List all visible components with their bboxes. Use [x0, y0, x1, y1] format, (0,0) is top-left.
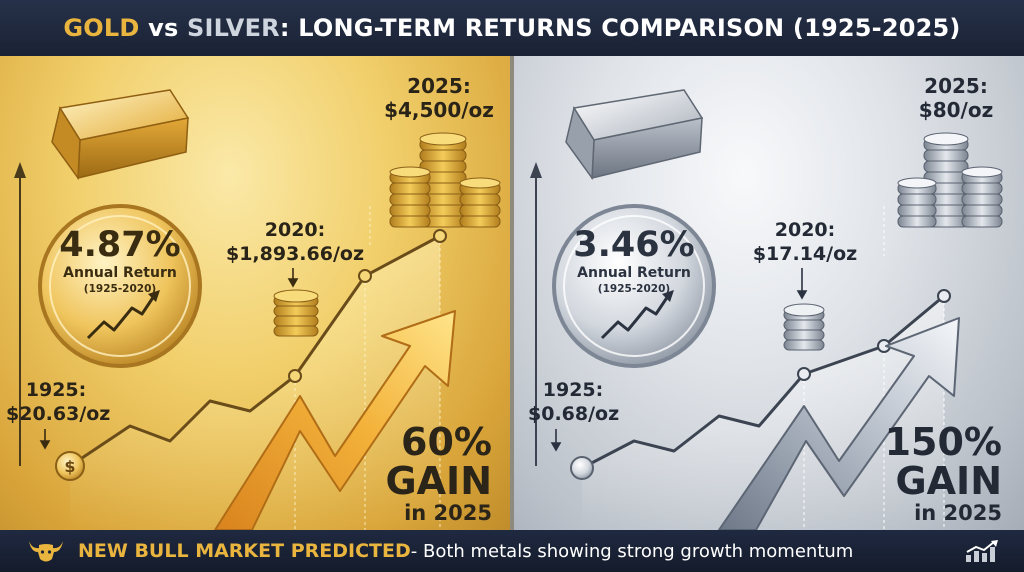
footer-message: NEW BULL MARKET PREDICTED - Both metals …: [78, 530, 853, 572]
silver-gain-block: 150% GAIN in 2025: [864, 422, 1002, 526]
gold-1925-year: 1925:: [25, 379, 87, 401]
gold-annual-return-value: 4.87%: [59, 225, 181, 265]
silver-gain-percent: 150%: [884, 420, 1002, 464]
gold-annual-return-medal: 4.87% Annual Return (1925-2020): [50, 226, 190, 296]
footer-text: - Both metals showing strong growth mome…: [410, 540, 854, 562]
silver-panel: 2025: $80/oz 2020: $17.14/oz 1925: $0.68…: [514, 56, 1024, 530]
gold-panel: $: [0, 56, 510, 530]
footer-banner: NEW BULL MARKET PREDICTED - Both metals …: [0, 530, 1024, 572]
silver-2025-year: 2025:: [924, 74, 988, 98]
gold-2020-label: 2020: $1,893.66/oz: [220, 218, 370, 266]
silver-1925-label: 1925: $0.68/oz: [528, 378, 620, 426]
title-silver: SILVER: [187, 14, 280, 42]
gold-gain-block: 60% GAIN in 2025: [370, 422, 492, 526]
gold-2025-year: 2025:: [407, 74, 471, 98]
silver-annual-return-period: (1925-2020): [597, 283, 671, 295]
silver-illustration: [530, 89, 1003, 530]
gold-1925-value: $20.63/oz: [6, 403, 111, 425]
trend-chart-icon: [966, 540, 998, 562]
page-title: GOLD vs SILVER: LONG-TERM RETURNS COMPAR…: [63, 14, 960, 42]
gold-2025-label: 2025: $4,500/oz: [384, 74, 494, 122]
panel-divider: [510, 56, 514, 530]
gold-annual-return-period: (1925-2020): [83, 283, 157, 295]
bull-icon: [29, 541, 63, 562]
silver-2020-value: $17.14/oz: [752, 243, 858, 265]
silver-1925-value: $0.68/oz: [528, 403, 620, 425]
gold-gain-year: in 2025: [404, 501, 492, 525]
gold-gain-percent: 60%: [401, 420, 492, 464]
title-vs: vs: [148, 14, 179, 42]
silver-2025-label: 2025: $80/oz: [906, 74, 1006, 122]
silver-gain-word: GAIN: [895, 459, 1002, 503]
gold-2025-value: $4,500/oz: [384, 98, 494, 122]
silver-annual-return-label: Annual Return: [577, 265, 691, 281]
silver-2020-label: 2020: $17.14/oz: [750, 218, 860, 266]
gold-2020-value: $1,893.66/oz: [225, 243, 365, 265]
title-gold: GOLD: [63, 14, 140, 42]
silver-2020-year: 2020:: [774, 219, 836, 241]
gold-1925-label: 1925: $20.63/oz: [6, 378, 111, 426]
silver-annual-return-value: 3.46%: [573, 225, 695, 265]
silver-annual-return-medal: 3.46% Annual Return (1925-2020): [564, 226, 704, 296]
gold-annual-return-label: Annual Return: [63, 265, 177, 281]
footer-highlight: NEW BULL MARKET PREDICTED: [78, 540, 411, 562]
svg-text:$: $: [64, 457, 75, 476]
silver-1925-year: 1925:: [542, 379, 604, 401]
silver-gain-year: in 2025: [914, 501, 1002, 525]
title-rest: : LONG-TERM RETURNS COMPARISON (1925-202…: [279, 14, 961, 42]
gold-illustration: $: [14, 89, 501, 530]
gold-2020-year: 2020:: [264, 219, 326, 241]
silver-2025-value: $80/oz: [918, 98, 994, 122]
title-bar: GOLD vs SILVER: LONG-TERM RETURNS COMPAR…: [0, 0, 1024, 56]
gold-gain-word: GAIN: [385, 459, 492, 503]
